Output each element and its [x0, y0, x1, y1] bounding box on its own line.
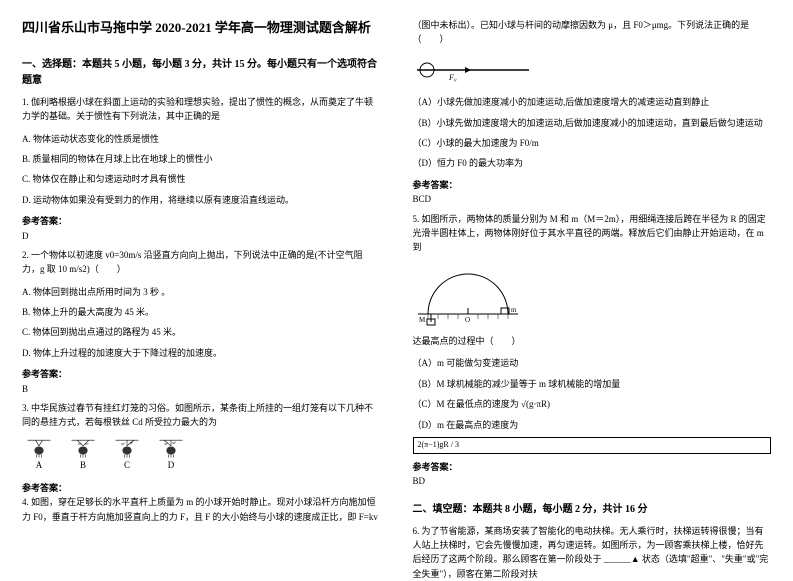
q5-formula: 2(π−1)gR / 3 — [413, 437, 772, 454]
section-1-head: 一、选择题：本题共 5 小题，每小题 3 分，共计 15 分。每小题只有一个选项… — [22, 57, 381, 89]
q4-stem: 4. 如图，穿在足够长的水平直杆上质量为 m 的小球开始时静止。现对小球沿杆方向… — [22, 495, 381, 524]
q1-ans-head: 参考答案： — [22, 214, 381, 228]
svg-text:M: M — [419, 316, 426, 324]
svg-text:30°: 30° — [85, 442, 90, 446]
q2-ans-head: 参考答案： — [22, 367, 381, 381]
q6-stem: 6. 为了节省能源，某商场安装了智能化的电动扶梯。无人乘行时，扶梯运转得很慢；当… — [413, 524, 772, 581]
page-title: 四川省乐山市马拖中学 2020-2021 学年高一物理测试题含解析 — [22, 18, 381, 39]
q5-c: （C）M 在最低点的速度为 √(g·πR) — [413, 397, 772, 411]
lantern-b: 30°30° B — [66, 439, 100, 473]
q2-c: C. 物体回到抛出点通过的路程为 45 米。 — [22, 325, 381, 339]
q2-b: B. 物体上升的最大高度为 45 米。 — [22, 305, 381, 319]
q5-stem: 5. 如图所示，两物体的质量分别为 M 和 m（M＝2m），用细绳连接后跨在半径… — [413, 212, 772, 255]
q5-after: 达最高点的过程中（ ） — [413, 334, 772, 348]
q3-figure: A 30°30° B 90°38° C 45°90° D — [22, 439, 381, 473]
svg-text:90°: 90° — [121, 442, 126, 446]
q4-ans-head: 参考答案： — [413, 178, 772, 192]
q5-d: （D）m 在最高点的速度为 — [413, 418, 772, 432]
lantern-d: 45°90° D — [154, 439, 188, 473]
svg-text:m: m — [511, 306, 517, 314]
lantern-a: A — [22, 439, 56, 473]
q1-a: A. 物体运动状态变化的性质是惯性 — [22, 132, 381, 146]
lantern-a-label: A — [36, 458, 43, 472]
lantern-c: 90°38° C — [110, 439, 144, 473]
q3-ans-head: 参考答案： — [22, 481, 381, 495]
q1-d: D. 运动物体如果没有受到力的作用，将继续以原有速度沿直线运动。 — [22, 193, 381, 207]
q1-b: B. 质量相同的物体在月球上比在地球上的惯性小 — [22, 152, 381, 166]
q5-ans: BD — [413, 474, 772, 488]
svg-text:38°: 38° — [129, 441, 134, 445]
svg-text:90°: 90° — [172, 441, 177, 445]
q5-ans-head: 参考答案： — [413, 460, 772, 474]
q1-stem: 1. 伽利略根据小球在斜面上运动的实验和理想实验，提出了惯性的概念，从而奠定了牛… — [22, 95, 381, 124]
q2-d: D. 物体上升过程的加速度大于下降过程的加速度。 — [22, 346, 381, 360]
q3-stem: 3. 中华民族过春节有挂红灯笼的习俗。如图所示，某条街上所挂的一组灯笼有以下几种… — [22, 401, 381, 430]
q1-ans: D — [22, 229, 381, 243]
svg-text:O: O — [465, 316, 470, 324]
q5-a: （A）m 可能做匀变速运动 — [413, 356, 772, 370]
q2-ans: B — [22, 382, 381, 396]
q4-c: （C）小球的最大加速度为 F0/m — [413, 136, 772, 150]
lantern-b-label: B — [80, 458, 86, 472]
q1-c: C. 物体仅在静止和匀速运动时才具有惯性 — [22, 172, 381, 186]
q2-stem: 2. 一个物体以初速度 v0=30m/s 沿竖直方向向上抛出，下列说法中正确的是… — [22, 248, 381, 277]
section-2-head: 二、填空题：本题共 8 小题，每小题 2 分，共计 16 分 — [413, 502, 772, 518]
lantern-c-label: C — [124, 458, 130, 472]
q2-a: A. 物体回到抛出点所用时间为 3 秒 。 — [22, 285, 381, 299]
q4-d: （D）恒力 F0 的最大功率为 — [413, 156, 772, 170]
q5-b: （B）M 球机械能的减少量等于 m 球机械能的增加量 — [413, 377, 772, 391]
q4b-pre: （图中未标出）。已知小球与杆间的动摩擦因数为 μ，且 F0＞μmg。下列说法正确… — [413, 18, 772, 47]
q4-ans: BCD — [413, 192, 772, 206]
q4-a: （A）小球先做加速度减小的加速运动,后做加速度增大的减速运动直到静止 — [413, 95, 772, 109]
lantern-d-label: D — [168, 458, 175, 472]
q5-figure: O M m — [413, 264, 772, 330]
q4-figure: F₀ — [413, 56, 772, 88]
q4-b: （B）小球先做加速度增大的加速运动,后做加速度减小的加速运动，直到最后做匀速运动 — [413, 116, 772, 130]
svg-text:F₀: F₀ — [448, 73, 457, 82]
